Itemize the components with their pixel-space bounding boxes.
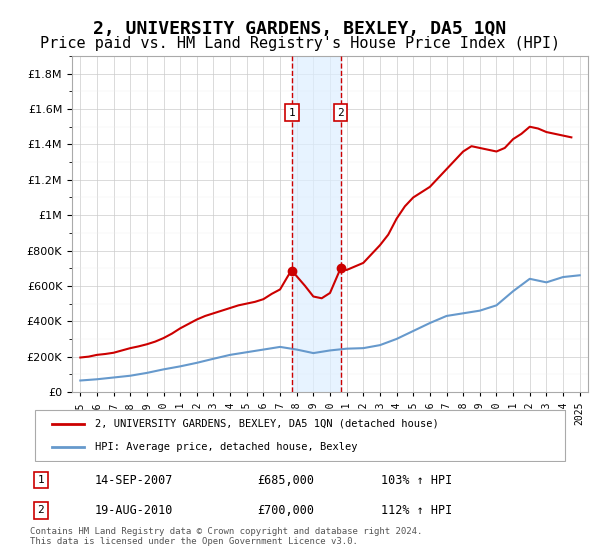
- Text: 19-AUG-2010: 19-AUG-2010: [95, 504, 173, 517]
- FancyBboxPatch shape: [35, 410, 565, 461]
- Text: 2, UNIVERSITY GARDENS, BEXLEY, DA5 1QN (detached house): 2, UNIVERSITY GARDENS, BEXLEY, DA5 1QN (…: [95, 419, 439, 429]
- Text: Contains HM Land Registry data © Crown copyright and database right 2024.
This d: Contains HM Land Registry data © Crown c…: [30, 526, 422, 546]
- Text: 14-SEP-2007: 14-SEP-2007: [95, 474, 173, 487]
- Text: Price paid vs. HM Land Registry's House Price Index (HPI): Price paid vs. HM Land Registry's House …: [40, 36, 560, 52]
- Text: 103% ↑ HPI: 103% ↑ HPI: [381, 474, 452, 487]
- Bar: [292, 56, 341, 392]
- Text: 2, UNIVERSITY GARDENS, BEXLEY, DA5 1QN: 2, UNIVERSITY GARDENS, BEXLEY, DA5 1QN: [94, 20, 506, 38]
- Text: £685,000: £685,000: [257, 474, 314, 487]
- Text: 2: 2: [37, 505, 44, 515]
- Text: 112% ↑ HPI: 112% ↑ HPI: [381, 504, 452, 517]
- Text: 2: 2: [337, 108, 344, 118]
- Text: 1: 1: [37, 475, 44, 485]
- Text: HPI: Average price, detached house, Bexley: HPI: Average price, detached house, Bexl…: [95, 442, 358, 452]
- Text: 1: 1: [289, 108, 295, 118]
- Text: £700,000: £700,000: [257, 504, 314, 517]
